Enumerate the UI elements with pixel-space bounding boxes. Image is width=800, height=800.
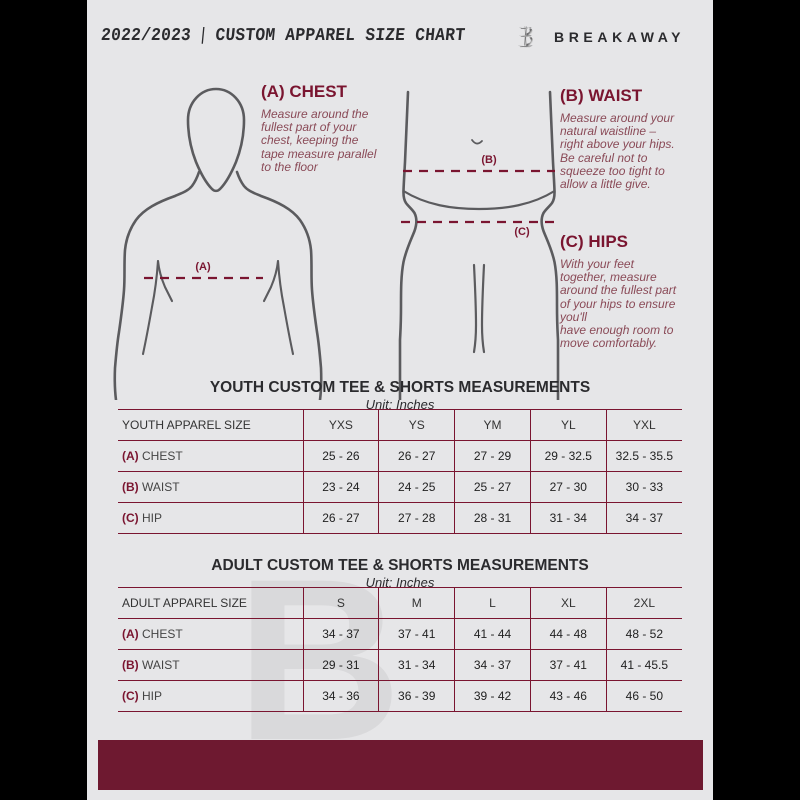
svg-text:(A): (A) [195, 261, 211, 273]
svg-text:(B): (B) [481, 154, 497, 166]
svg-text:(C): (C) [514, 226, 530, 238]
